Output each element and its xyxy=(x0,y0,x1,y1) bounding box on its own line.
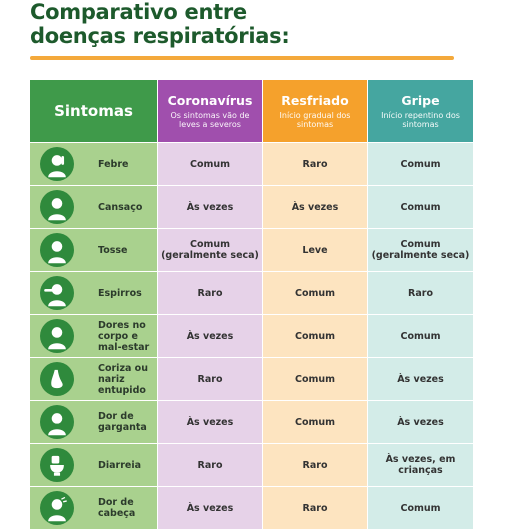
symptom-cell: Febre xyxy=(30,143,158,186)
symptom-label: Tosse xyxy=(98,244,128,256)
symptom-cell: Diarreia xyxy=(30,444,158,487)
cold-value-cell: Às vezes xyxy=(263,186,368,229)
coronavirus-value-cell: Comum xyxy=(158,143,263,186)
cough-icon xyxy=(40,233,74,267)
header-coronavirus: Coronavírus Os sintomas vão de leves a s… xyxy=(158,80,263,143)
symptom-label: Dor de garganta xyxy=(98,411,147,433)
cold-value-cell: Raro xyxy=(263,143,368,186)
coronavirus-value-cell: Às vezes xyxy=(158,401,263,444)
body-ache-icon xyxy=(40,319,74,353)
symptom-label: Dores no corpo e mal-estar xyxy=(98,319,150,353)
fatigue-icon xyxy=(40,190,74,224)
header-flu-sub: Início repentino dos sintomas xyxy=(381,111,460,129)
flu-value-cell: Às vezes xyxy=(368,401,474,444)
flu-value-cell: Comum xyxy=(368,143,474,186)
symptom-cell: Coriza ou nariz entupido xyxy=(30,358,158,401)
coronavirus-value-cell: Comum (geralmente seca) xyxy=(158,229,263,272)
symptom-cell: Espirros xyxy=(30,272,158,315)
fever-icon xyxy=(40,147,74,181)
coronavirus-value-cell: Raro xyxy=(158,272,263,315)
symptom-cell: Dor de cabeça xyxy=(30,487,158,530)
toilet-icon xyxy=(40,448,74,482)
symptom-cell: Dor de garganta xyxy=(30,401,158,444)
title-line-1: Comparativo entre xyxy=(30,0,247,24)
header-flu-title: Gripe xyxy=(401,93,440,108)
flu-value-cell: Às vezes, em crianças xyxy=(368,444,474,487)
coronavirus-value-cell: Raro xyxy=(158,358,263,401)
symptom-cell: Cansaço xyxy=(30,186,158,229)
headache-icon xyxy=(40,491,74,525)
cold-value-cell: Comum xyxy=(263,315,368,358)
header-symptoms: Sintomas xyxy=(30,80,158,143)
nose-icon xyxy=(40,362,74,396)
sneeze-icon xyxy=(40,276,74,310)
coronavirus-value-cell: Às vezes xyxy=(158,315,263,358)
header-flu: Gripe Início repentino dos sintomas xyxy=(368,80,474,143)
header-coronavirus-sub: Os sintomas vão de leves a severos xyxy=(170,111,250,129)
symptom-label: Coriza ou nariz entupido xyxy=(98,362,148,396)
cold-value-cell: Comum xyxy=(263,272,368,315)
symptom-label: Febre xyxy=(98,158,129,170)
header-cold: Resfriado Início gradual dos sintomas xyxy=(263,80,368,143)
symptom-cell: Tosse xyxy=(30,229,158,272)
coronavirus-value-cell: Raro xyxy=(158,444,263,487)
cold-value-cell: Leve xyxy=(263,229,368,272)
header-symptoms-label: Sintomas xyxy=(54,101,133,120)
coronavirus-value-cell: Às vezes xyxy=(158,186,263,229)
comparison-table: Sintomas Coronavírus Os sintomas vão de … xyxy=(30,80,474,530)
title-underline xyxy=(30,56,454,60)
symptom-label: Espirros xyxy=(98,287,142,299)
flu-value-cell: Às vezes xyxy=(368,358,474,401)
flu-value-cell: Raro xyxy=(368,272,474,315)
cold-value-cell: Comum xyxy=(263,401,368,444)
symptom-label: Dor de cabeça xyxy=(98,497,136,519)
header-cold-sub: Início gradual dos sintomas xyxy=(279,111,351,129)
symptom-cell: Dores no corpo e mal-estar xyxy=(30,315,158,358)
page-title: Comparativo entre doenças respiratórias: xyxy=(30,0,290,48)
flu-value-cell: Comum xyxy=(368,186,474,229)
header-coronavirus-title: Coronavírus xyxy=(167,93,253,108)
flu-value-cell: Comum (geralmente seca) xyxy=(368,229,474,272)
symptom-label: Cansaço xyxy=(98,201,143,213)
title-line-2: doenças respiratórias: xyxy=(30,24,290,48)
flu-value-cell: Comum xyxy=(368,315,474,358)
symptom-label: Diarreia xyxy=(98,459,142,471)
cold-value-cell: Comum xyxy=(263,358,368,401)
flu-value-cell: Comum xyxy=(368,487,474,530)
header-cold-title: Resfriado xyxy=(281,93,349,108)
cold-value-cell: Raro xyxy=(263,444,368,487)
sore-throat-icon xyxy=(40,405,74,439)
coronavirus-value-cell: Às vezes xyxy=(158,487,263,530)
cold-value-cell: Raro xyxy=(263,487,368,530)
